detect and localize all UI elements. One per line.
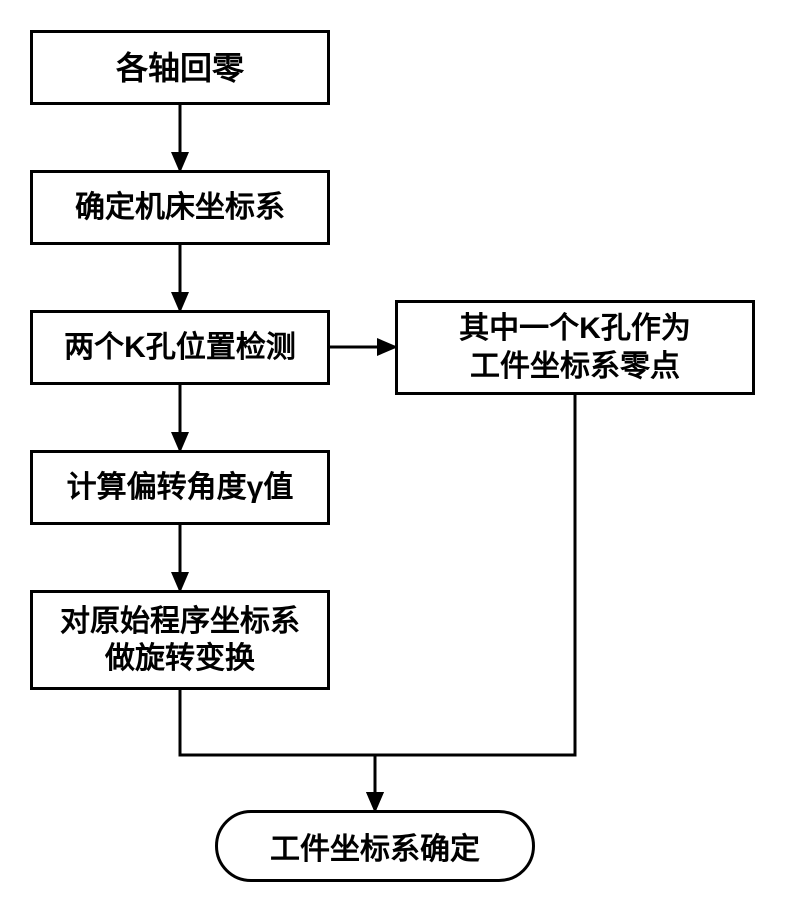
flow-node-n5: 计算偏转角度γ值: [30, 450, 330, 525]
flow-node-n4: 其中一个K孔作为 工件坐标系零点: [395, 300, 755, 395]
flow-node-label: 确定机床坐标系: [75, 189, 285, 227]
flow-node-label: 其中一个K孔作为 工件坐标系零点: [459, 310, 691, 385]
flow-node-label: 各轴回零: [116, 48, 244, 88]
flow-node-n7: 工件坐标系确定: [215, 810, 535, 882]
flow-node-label: 对原始程序坐标系 做旋转变换: [60, 603, 300, 678]
flow-node-label: 两个K孔位置检测: [64, 329, 296, 367]
flow-node-n1: 各轴回零: [30, 30, 330, 105]
flow-node-label: 工件坐标系确定: [270, 824, 480, 868]
flow-node-label: 计算偏转角度γ值: [67, 469, 294, 507]
flow-edge: [180, 690, 375, 810]
flow-edge: [375, 395, 575, 810]
flow-node-n6: 对原始程序坐标系 做旋转变换: [30, 590, 330, 690]
flow-node-n3: 两个K孔位置检测: [30, 310, 330, 385]
flow-node-n2: 确定机床坐标系: [30, 170, 330, 245]
